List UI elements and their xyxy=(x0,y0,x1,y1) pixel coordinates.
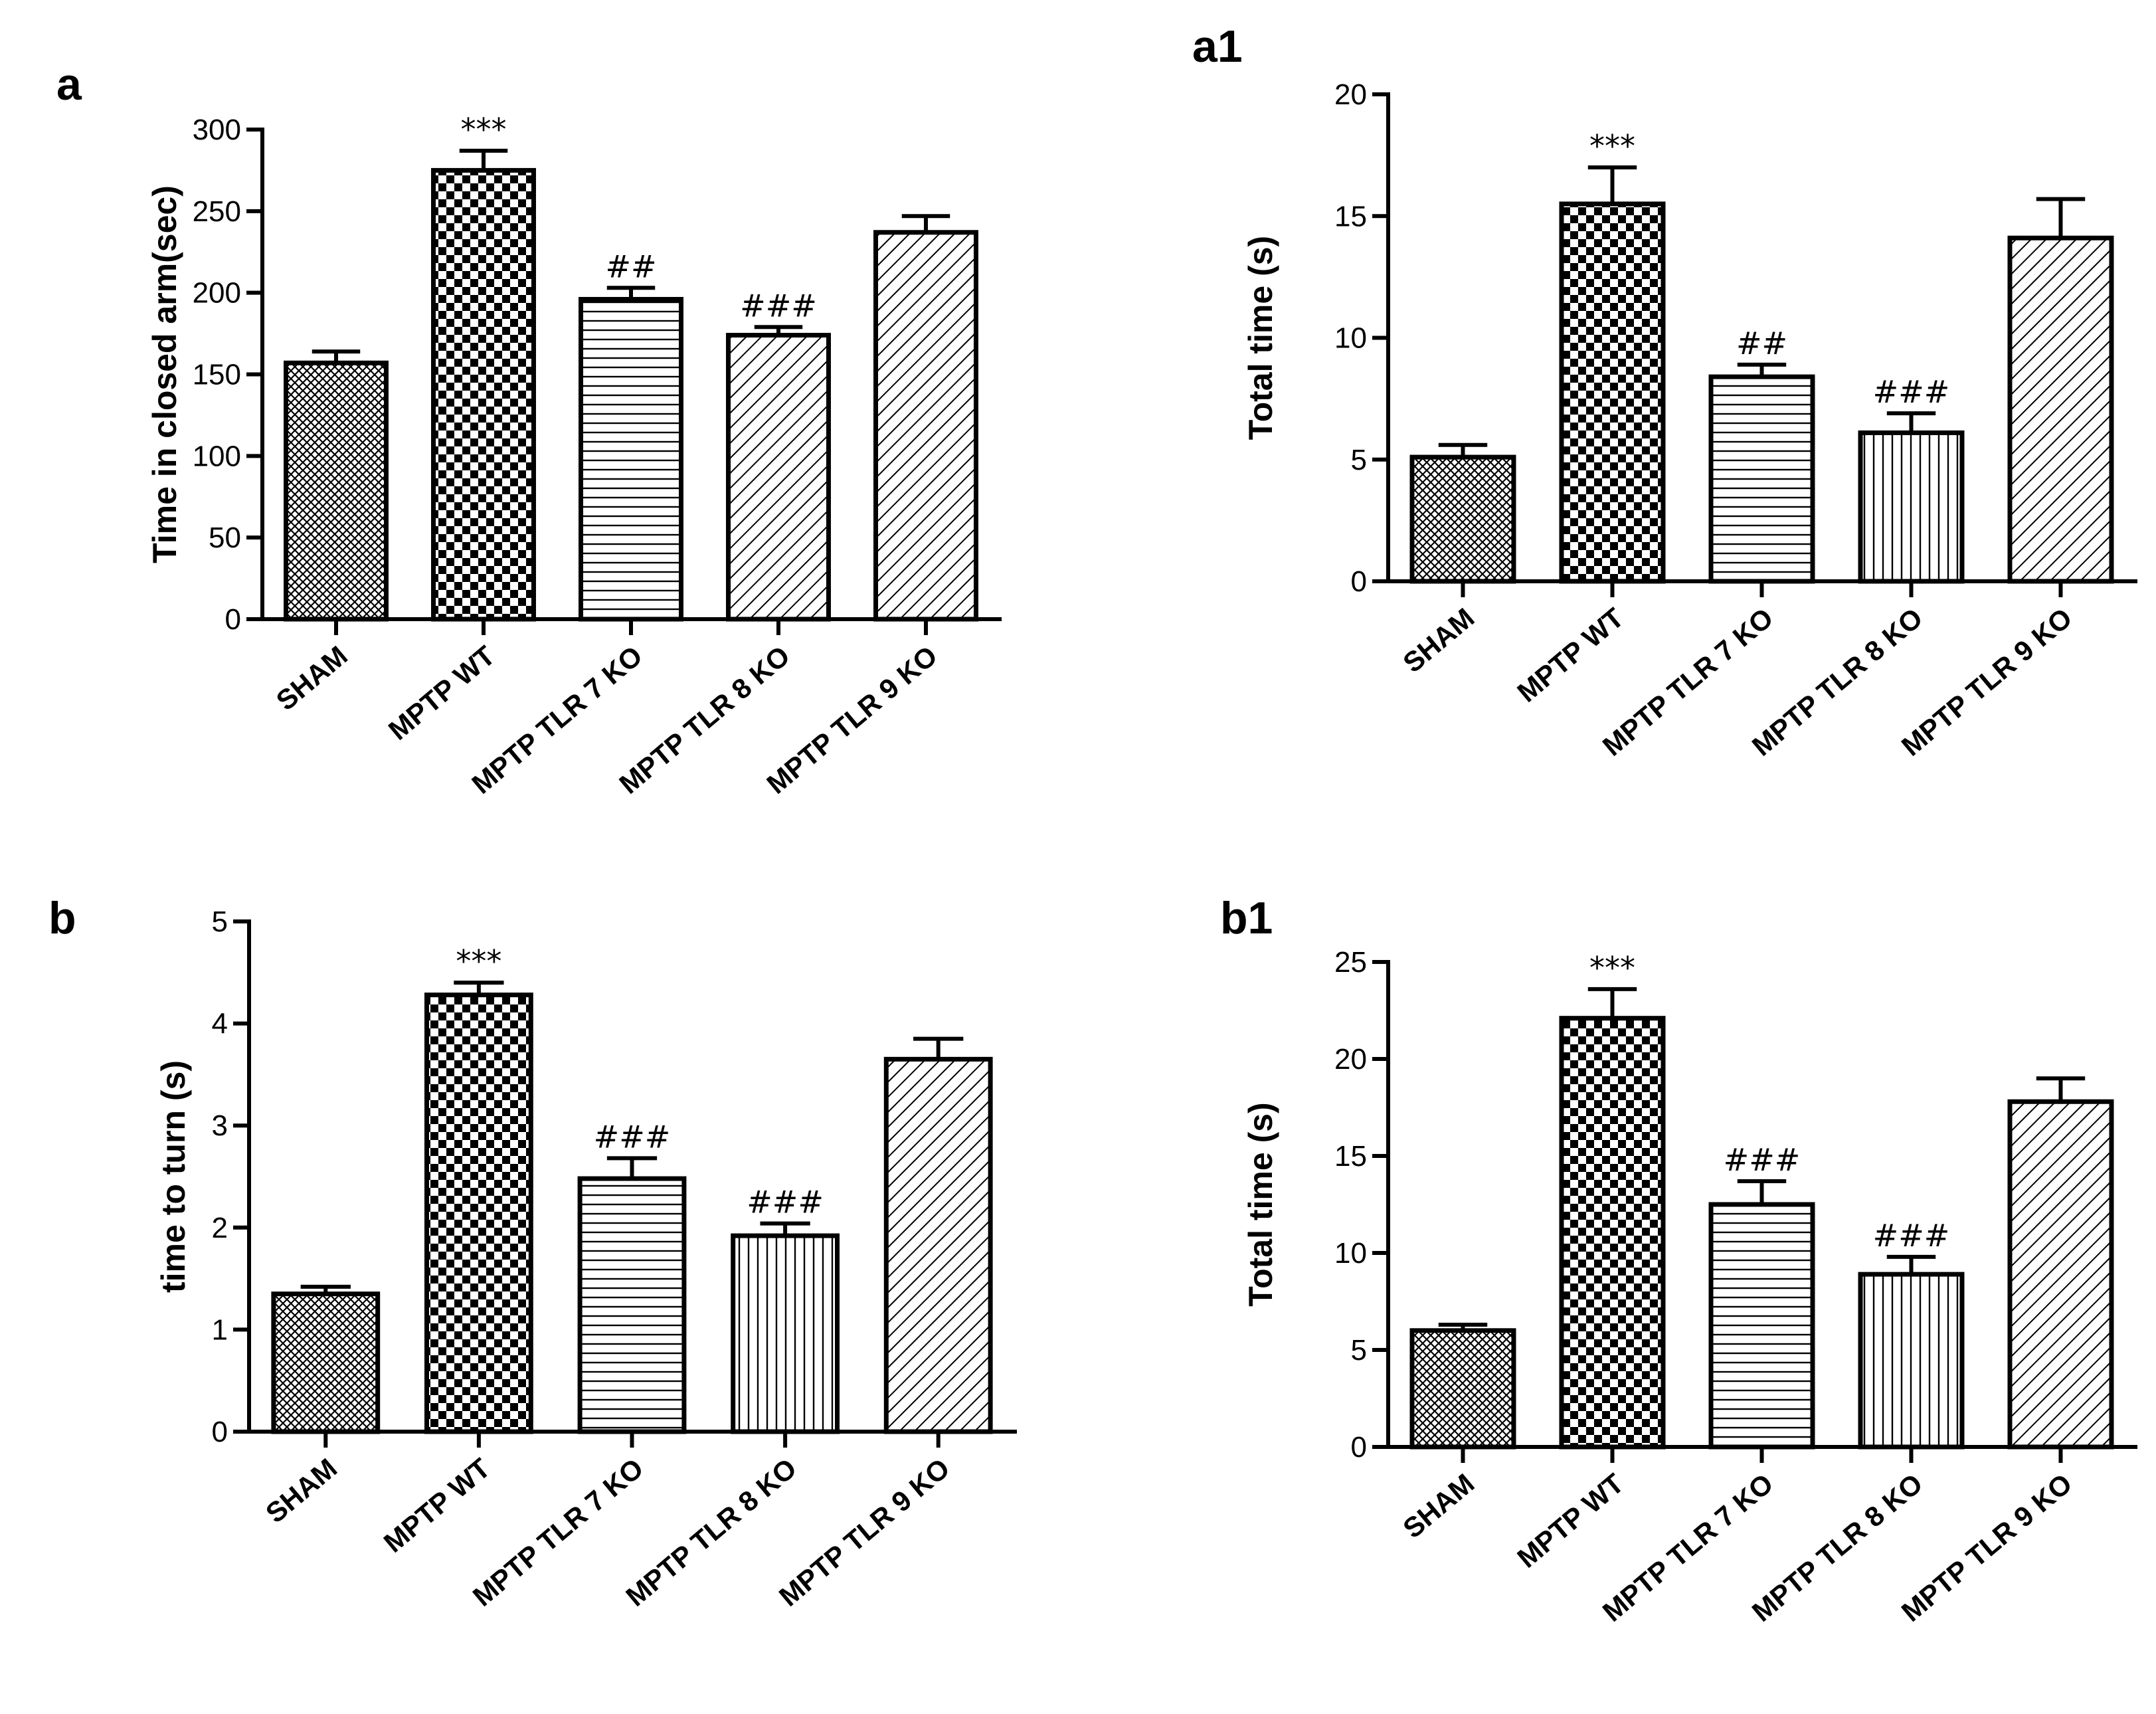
bar-a-4 xyxy=(726,333,831,622)
x-tick-label-a: SHAM xyxy=(270,640,353,716)
y-tick-label-a: 200 xyxy=(193,277,241,310)
y-tick-label-b: 4 xyxy=(212,1008,228,1040)
x-tick-label-a: MPTP WT xyxy=(383,640,501,746)
y-tick-label-a: 250 xyxy=(193,195,241,228)
bar-b1-3 xyxy=(1708,1202,1815,1450)
y-tick-label-b1: 20 xyxy=(1334,1043,1367,1076)
significance-label-a1: ## xyxy=(1736,326,1787,361)
y-axis-label-b: time to turn (s) xyxy=(155,1060,192,1293)
bar-a1-5 xyxy=(2007,235,2114,584)
significance-label-b1: *** xyxy=(1589,950,1635,986)
significance-label-a: ### xyxy=(740,288,817,324)
y-tick-label-b1: 10 xyxy=(1334,1237,1367,1270)
significance-label-a: ## xyxy=(605,248,656,284)
significance-label-b1: ### xyxy=(1724,1142,1801,1178)
y-tick-label-a: 100 xyxy=(193,440,241,472)
y-tick-label-a1: 0 xyxy=(1351,565,1367,598)
x-tick-label-b1: MPTP WT xyxy=(1511,1468,1629,1574)
bar-b1-5 xyxy=(2007,1099,2114,1450)
bar-b1-4 xyxy=(1858,1272,1965,1450)
y-axis-label-a1: Total time (s) xyxy=(1242,236,1279,440)
significance-label-a: *** xyxy=(461,112,507,147)
y-tick-label-b1: 5 xyxy=(1351,1334,1367,1367)
panel-label-b: b xyxy=(48,893,76,943)
bar-a-5 xyxy=(873,230,978,622)
y-tick-label-b: 5 xyxy=(212,905,228,938)
bar-b1-2 xyxy=(1559,1016,1666,1450)
y-tick-label-b1: 25 xyxy=(1334,946,1367,979)
bar-a1-4 xyxy=(1858,430,1965,584)
bar-b1-1 xyxy=(1409,1328,1516,1450)
x-tick-label-a1: SHAM xyxy=(1397,602,1480,678)
panel-label-b1: b1 xyxy=(1220,893,1273,943)
y-tick-label-b1: 0 xyxy=(1351,1431,1367,1464)
x-tick-label-b: MPTP WT xyxy=(378,1452,496,1559)
significance-label-b: ### xyxy=(747,1185,824,1220)
significance-label-b: ### xyxy=(594,1119,671,1155)
y-tick-label-b: 1 xyxy=(212,1313,228,1346)
y-tick-label-a: 150 xyxy=(193,359,241,391)
chart-panel-b1: b1 Total time (s) 0 5 10 15 20 25 SHAM MPTP WT ***… xyxy=(1220,893,2137,1628)
chart-panel-a: a Time in closed arm(sec) 0 50 100 150 200 250 3… xyxy=(56,59,1002,800)
bar-b-4 xyxy=(731,1233,840,1434)
y-tick-label-a1: 5 xyxy=(1351,444,1367,476)
bar-a-1 xyxy=(284,360,389,622)
bar-b-1 xyxy=(271,1291,381,1434)
y-axis-label-a: Time in closed arm(sec) xyxy=(146,185,183,563)
x-tick-label-a1: MPTP WT xyxy=(1511,602,1629,708)
bar-a1-1 xyxy=(1409,454,1516,584)
y-tick-label-b1: 15 xyxy=(1334,1140,1367,1173)
x-tick-label-b1: SHAM xyxy=(1397,1468,1480,1544)
y-tick-label-a1: 15 xyxy=(1334,200,1367,233)
bar-a-3 xyxy=(579,296,683,622)
y-tick-label-b: 3 xyxy=(212,1109,228,1142)
panel-label-a1: a1 xyxy=(1192,21,1243,72)
y-tick-label-a1: 10 xyxy=(1334,322,1367,355)
y-tick-label-b: 0 xyxy=(212,1416,228,1448)
bar-b-2 xyxy=(424,993,533,1434)
x-tick-label-b: SHAM xyxy=(260,1452,343,1529)
significance-label-b1: ### xyxy=(1873,1218,1950,1254)
y-tick-label-a: 300 xyxy=(193,114,241,146)
bar-a1-3 xyxy=(1708,374,1815,584)
y-axis-label-b1: Total time (s) xyxy=(1242,1102,1279,1306)
bar-b-5 xyxy=(883,1056,993,1434)
y-tick-label-b: 2 xyxy=(212,1212,228,1244)
significance-label-a1: ### xyxy=(1873,374,1950,410)
bar-a-2 xyxy=(431,167,536,622)
bar-b-3 xyxy=(577,1176,687,1434)
bar-a1-2 xyxy=(1559,201,1666,584)
panel-label-a: a xyxy=(56,59,82,110)
y-tick-label-a1: 20 xyxy=(1334,78,1367,111)
significance-label-b: *** xyxy=(456,943,501,979)
y-tick-label-a: 50 xyxy=(209,522,241,554)
significance-label-a1: *** xyxy=(1589,128,1635,164)
y-tick-label-a: 0 xyxy=(225,603,241,636)
